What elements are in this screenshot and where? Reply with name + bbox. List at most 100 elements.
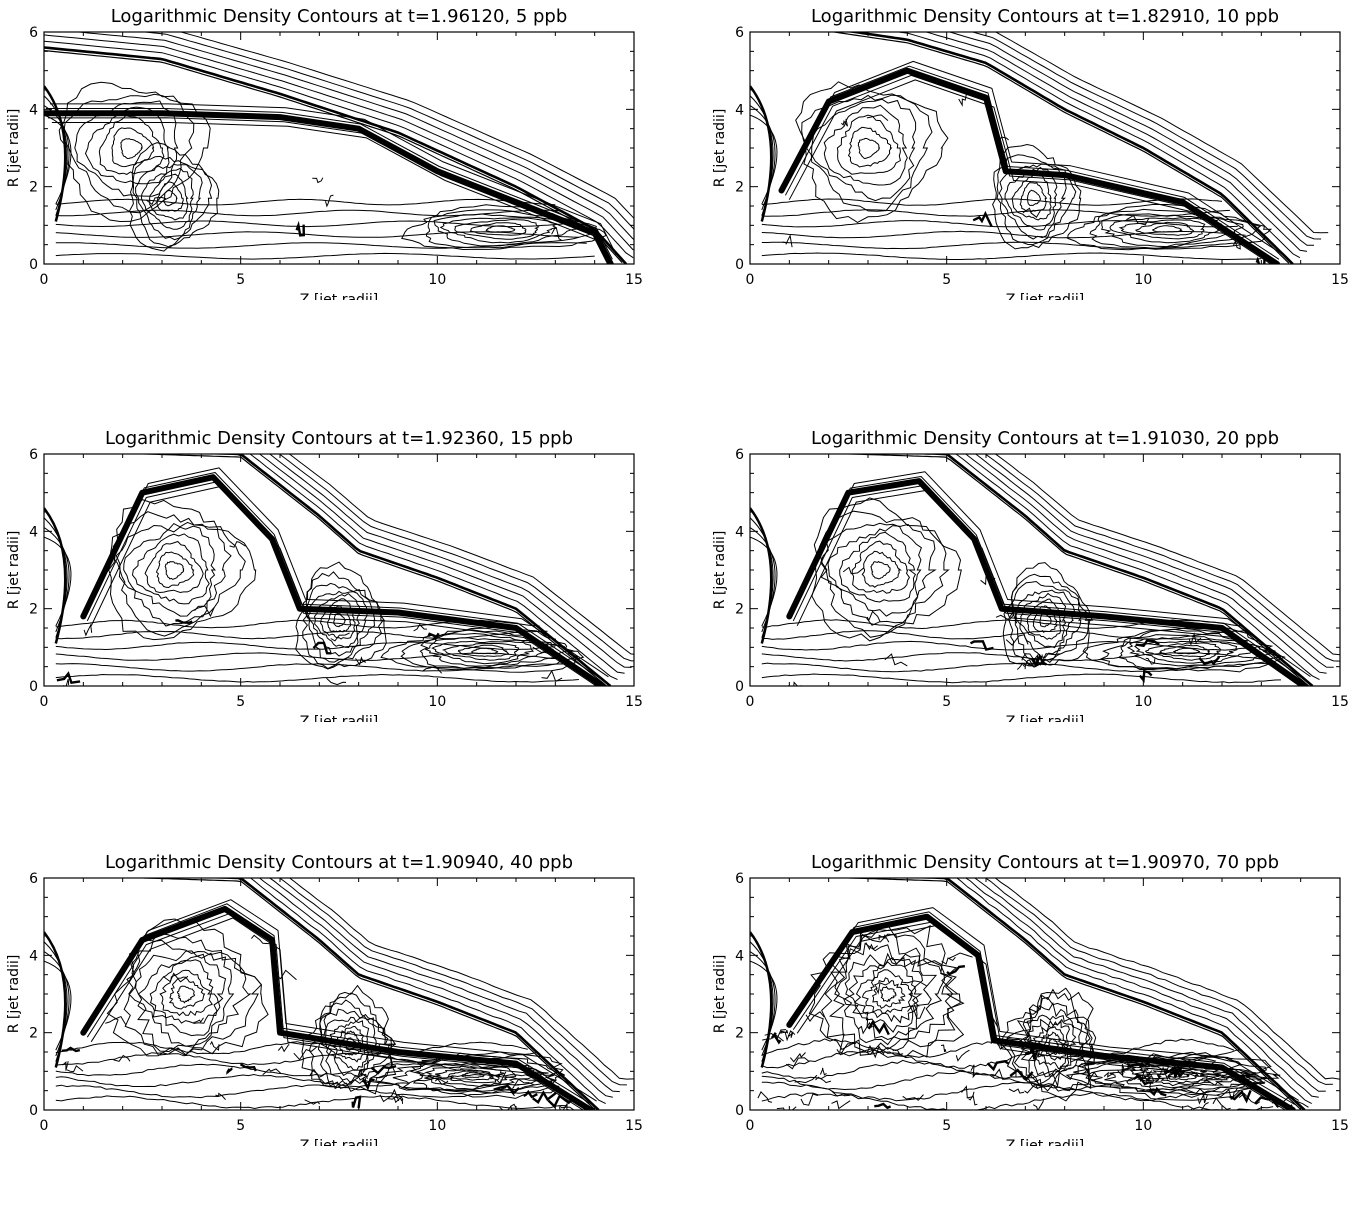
turbulent-contour: [990, 1068, 1004, 1081]
vortex-contour: [345, 1037, 358, 1052]
turbulent-contour: [358, 1068, 368, 1080]
inlet-contour: [750, 105, 776, 211]
jet-contour: [55, 252, 595, 260]
contact-surface-contour: [80, 474, 606, 686]
turbulent-contour: [955, 1049, 970, 1062]
turbulent-contour: [1171, 1066, 1183, 1079]
turbulent-contour: [358, 1076, 372, 1084]
vortex-contour: [1158, 644, 1211, 658]
vortex-contour: [851, 540, 910, 594]
vortex-contour: [442, 642, 520, 661]
jet-contour: [761, 619, 1242, 630]
y-tick-label: 6: [735, 871, 744, 887]
vortex-contour: [126, 939, 252, 1053]
turbulent-contour: [493, 1084, 520, 1095]
cocoon-contour: [794, 471, 1311, 678]
ambient-contour: [73, 32, 634, 241]
vortex-contour: [1065, 1052, 1281, 1101]
y-tick-label: 6: [29, 871, 38, 887]
jet-contour: [761, 252, 1262, 260]
jet-contour: [761, 1092, 1274, 1110]
turbulent-contour: [511, 1083, 520, 1089]
inlet-contour: [750, 941, 774, 1062]
inlet-contour: [44, 85, 67, 222]
turbulent-contour: [62, 1061, 69, 1071]
turbulent-contour: [229, 541, 246, 548]
vortex-contour: [327, 1020, 370, 1071]
vortex-contour: [1000, 988, 1097, 1102]
ambient-contour: [984, 454, 1340, 662]
turbulent-contour: [946, 965, 966, 976]
vortex-contour: [811, 98, 917, 202]
vortex-contour: [1006, 987, 1095, 1092]
turbulent-contour: [225, 1067, 233, 1076]
turbulent-contour: [547, 1094, 574, 1109]
ambient-contour: [994, 454, 1340, 656]
turbulent-contour: [941, 956, 956, 965]
vortex-contour: [1036, 1026, 1068, 1061]
vortex-contour: [149, 959, 219, 1024]
turbulent-contour: [1133, 1074, 1154, 1086]
turbulent-contour: [304, 1099, 320, 1105]
jet-contour: [761, 662, 1274, 673]
vortex-contour: [123, 932, 262, 1056]
x-tick-label: 0: [746, 1118, 755, 1134]
x-tick-label: 5: [942, 272, 951, 288]
turbulent-contour: [1163, 1065, 1186, 1079]
turbulent-contour: [1016, 662, 1025, 670]
vortex-contour: [131, 533, 210, 605]
vortex-contour: [434, 1067, 505, 1084]
contour-lines: [750, 454, 1340, 686]
y-axis-label: R [jet radii]: [6, 109, 22, 188]
vortex-contour: [419, 632, 570, 670]
vortex-contour: [1098, 628, 1282, 670]
vortex-contour: [808, 924, 965, 1058]
turbulent-contour: [312, 177, 324, 184]
bow-shock-contour: [126, 878, 596, 1110]
vortex-contour: [176, 985, 196, 1004]
turbulent-contour: [293, 1046, 318, 1061]
turbulent-contour: [541, 669, 563, 682]
x-tick-label: 10: [428, 272, 446, 288]
vortex-contour: [302, 571, 385, 670]
vortex-contour: [836, 114, 901, 175]
inlet-contour: [44, 536, 72, 627]
jet-contour: [55, 1095, 568, 1110]
turbulent-contour: [819, 1067, 827, 1076]
jet-contour: [55, 641, 556, 651]
turbulent-contour: [1009, 1068, 1034, 1081]
x-tick-label: 5: [236, 694, 245, 710]
turbulent-contour: [509, 1103, 524, 1110]
vortex-contour: [857, 137, 881, 160]
ambient-contour: [971, 32, 1322, 240]
turbulent-contour: [787, 1031, 794, 1038]
turbulent-contour: [780, 1029, 789, 1034]
turbulent-contour: [788, 681, 802, 686]
turbulent-contour: [995, 611, 1018, 624]
vortex-contour: [1117, 634, 1273, 670]
bow-shock-contour: [128, 454, 607, 686]
y-tick-label: 4: [735, 524, 744, 540]
y-axis-label: R [jet radii]: [712, 531, 728, 610]
vortex-contour: [313, 592, 361, 649]
turbulent-contour: [757, 1091, 773, 1103]
x-axis-label: Z [jet radii]: [1006, 714, 1084, 722]
ambient-contour: [955, 454, 1320, 681]
ambient-contour: [44, 34, 634, 251]
x-axis-label: Z [jet radii]: [300, 292, 378, 300]
cocoon-contour: [90, 485, 598, 686]
turbulent-contour: [874, 1102, 892, 1110]
cocoon-contour: [788, 79, 1272, 264]
x-tick-label: 5: [236, 272, 245, 288]
vortex-contour: [1082, 627, 1286, 673]
vortex-contour: [801, 94, 933, 212]
vortex-contour: [834, 942, 946, 1046]
turbulent-contour: [1082, 1068, 1098, 1083]
vortex-contour: [847, 126, 893, 168]
turbulent-contour: [145, 196, 167, 206]
vortex-contour: [1129, 1063, 1233, 1089]
turbulent-contour: [1254, 1096, 1280, 1109]
vortex-contour: [879, 985, 897, 1003]
inlet-contour: [44, 960, 72, 1051]
jet-contour: [55, 663, 572, 672]
